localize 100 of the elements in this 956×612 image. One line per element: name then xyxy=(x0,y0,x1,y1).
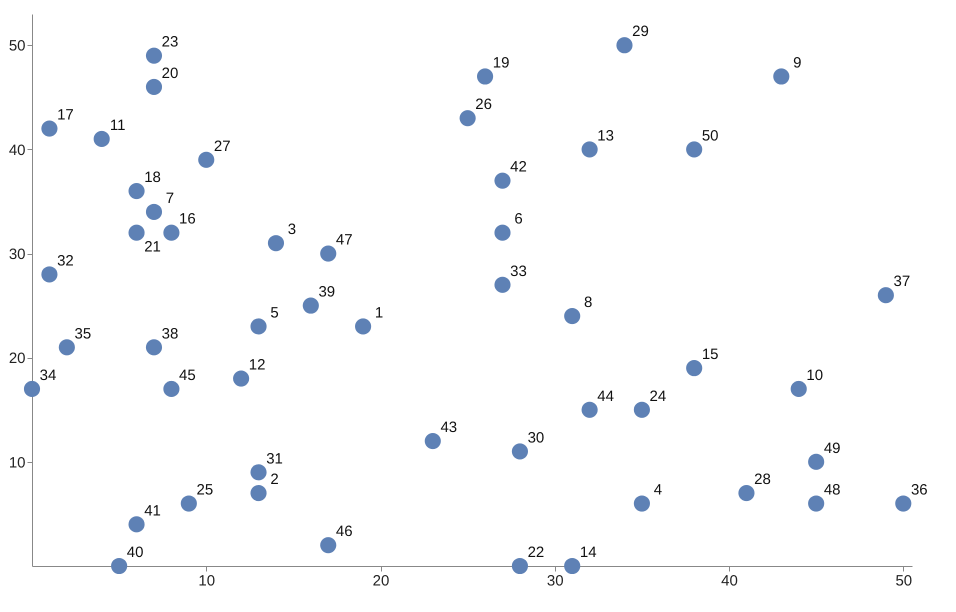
point xyxy=(146,48,162,64)
annotation: 39 xyxy=(318,284,336,301)
annotation: 12 xyxy=(248,356,266,374)
annotation: 11 xyxy=(110,116,126,134)
annotation: 26 xyxy=(475,96,492,114)
point xyxy=(146,339,162,356)
point xyxy=(146,204,162,220)
point xyxy=(494,276,511,293)
annotation: 27 xyxy=(214,138,231,155)
point xyxy=(146,78,162,95)
annotation: 36 xyxy=(910,482,928,499)
point xyxy=(111,558,128,574)
point xyxy=(128,183,145,200)
annotation: 42 xyxy=(510,158,527,176)
point xyxy=(163,380,180,397)
annotation: 13 xyxy=(597,127,614,144)
point xyxy=(180,495,197,512)
point xyxy=(320,246,336,262)
annotation: 50 xyxy=(702,127,719,144)
annotation: 44 xyxy=(597,388,614,405)
point xyxy=(512,558,528,574)
point xyxy=(634,402,650,418)
point xyxy=(58,339,75,356)
annotation: 34 xyxy=(40,366,56,384)
annotation: 38 xyxy=(162,325,178,342)
point xyxy=(564,558,580,574)
y-tick-label: 20 xyxy=(8,350,26,368)
y-tick-label: 10 xyxy=(8,454,26,472)
x-tick-label: 20 xyxy=(372,572,390,590)
annotation: 17 xyxy=(57,106,74,124)
annotation: 46 xyxy=(336,523,353,540)
annotation: 25 xyxy=(196,482,214,499)
y-tick-label: 50 xyxy=(8,38,26,55)
point xyxy=(808,454,824,470)
annotation: 43 xyxy=(440,419,458,436)
point xyxy=(320,537,336,554)
point xyxy=(198,152,214,168)
annotation: 19 xyxy=(492,54,510,72)
point xyxy=(250,485,267,502)
point xyxy=(773,68,790,85)
annotation: 8 xyxy=(584,294,592,312)
annotation: 7 xyxy=(166,190,174,207)
point xyxy=(512,443,528,460)
annotation: 1 xyxy=(374,304,384,322)
y-tick-label: 30 xyxy=(8,246,26,264)
point xyxy=(494,172,511,189)
point xyxy=(686,360,702,376)
point xyxy=(582,141,598,158)
annotation: 20 xyxy=(162,64,178,82)
point xyxy=(477,68,494,85)
x-tick-label: 40 xyxy=(721,572,738,590)
annotation: 49 xyxy=(824,440,840,457)
point xyxy=(268,235,284,252)
point xyxy=(41,120,58,137)
point xyxy=(128,224,145,241)
point xyxy=(94,130,110,148)
point xyxy=(634,495,650,512)
annotation: 47 xyxy=(336,232,353,249)
annotation: 32 xyxy=(57,252,74,270)
point xyxy=(738,485,755,502)
point xyxy=(895,495,912,512)
annotation: 33 xyxy=(510,262,527,280)
annotation: 22 xyxy=(528,544,544,561)
annotation: 4 xyxy=(654,482,662,499)
annotation: 16 xyxy=(179,210,196,228)
point xyxy=(494,224,511,241)
annotation: 14 xyxy=(580,544,597,561)
annotation: 6 xyxy=(514,210,523,228)
x-tick-label: 10 xyxy=(198,572,216,590)
annotation: 35 xyxy=(74,325,92,342)
point xyxy=(686,141,702,158)
point xyxy=(790,380,807,397)
annotation: 40 xyxy=(126,544,144,561)
annotation: 18 xyxy=(144,169,161,186)
annotation: 30 xyxy=(528,429,544,446)
x-tick-label: 30 xyxy=(546,572,564,590)
point xyxy=(424,432,441,450)
annotation: 15 xyxy=(702,346,719,364)
annotation: 3 xyxy=(288,221,296,238)
point xyxy=(233,370,250,387)
annotation: 37 xyxy=(894,273,910,290)
annotation: 23 xyxy=(162,34,178,51)
point xyxy=(128,516,145,532)
point xyxy=(302,298,319,314)
annotation: 24 xyxy=(650,388,666,405)
point xyxy=(616,37,633,54)
point xyxy=(564,308,580,324)
point xyxy=(250,318,267,334)
point xyxy=(250,464,267,480)
point xyxy=(878,287,894,304)
point xyxy=(460,110,476,126)
point xyxy=(24,380,40,397)
point xyxy=(808,495,824,512)
point xyxy=(163,224,180,241)
annotation: 41 xyxy=(144,502,161,520)
annotation: 21 xyxy=(144,238,161,256)
point xyxy=(41,266,58,282)
annotation: 5 xyxy=(270,304,279,322)
annotation: 31 xyxy=(266,450,283,468)
point xyxy=(355,318,372,334)
